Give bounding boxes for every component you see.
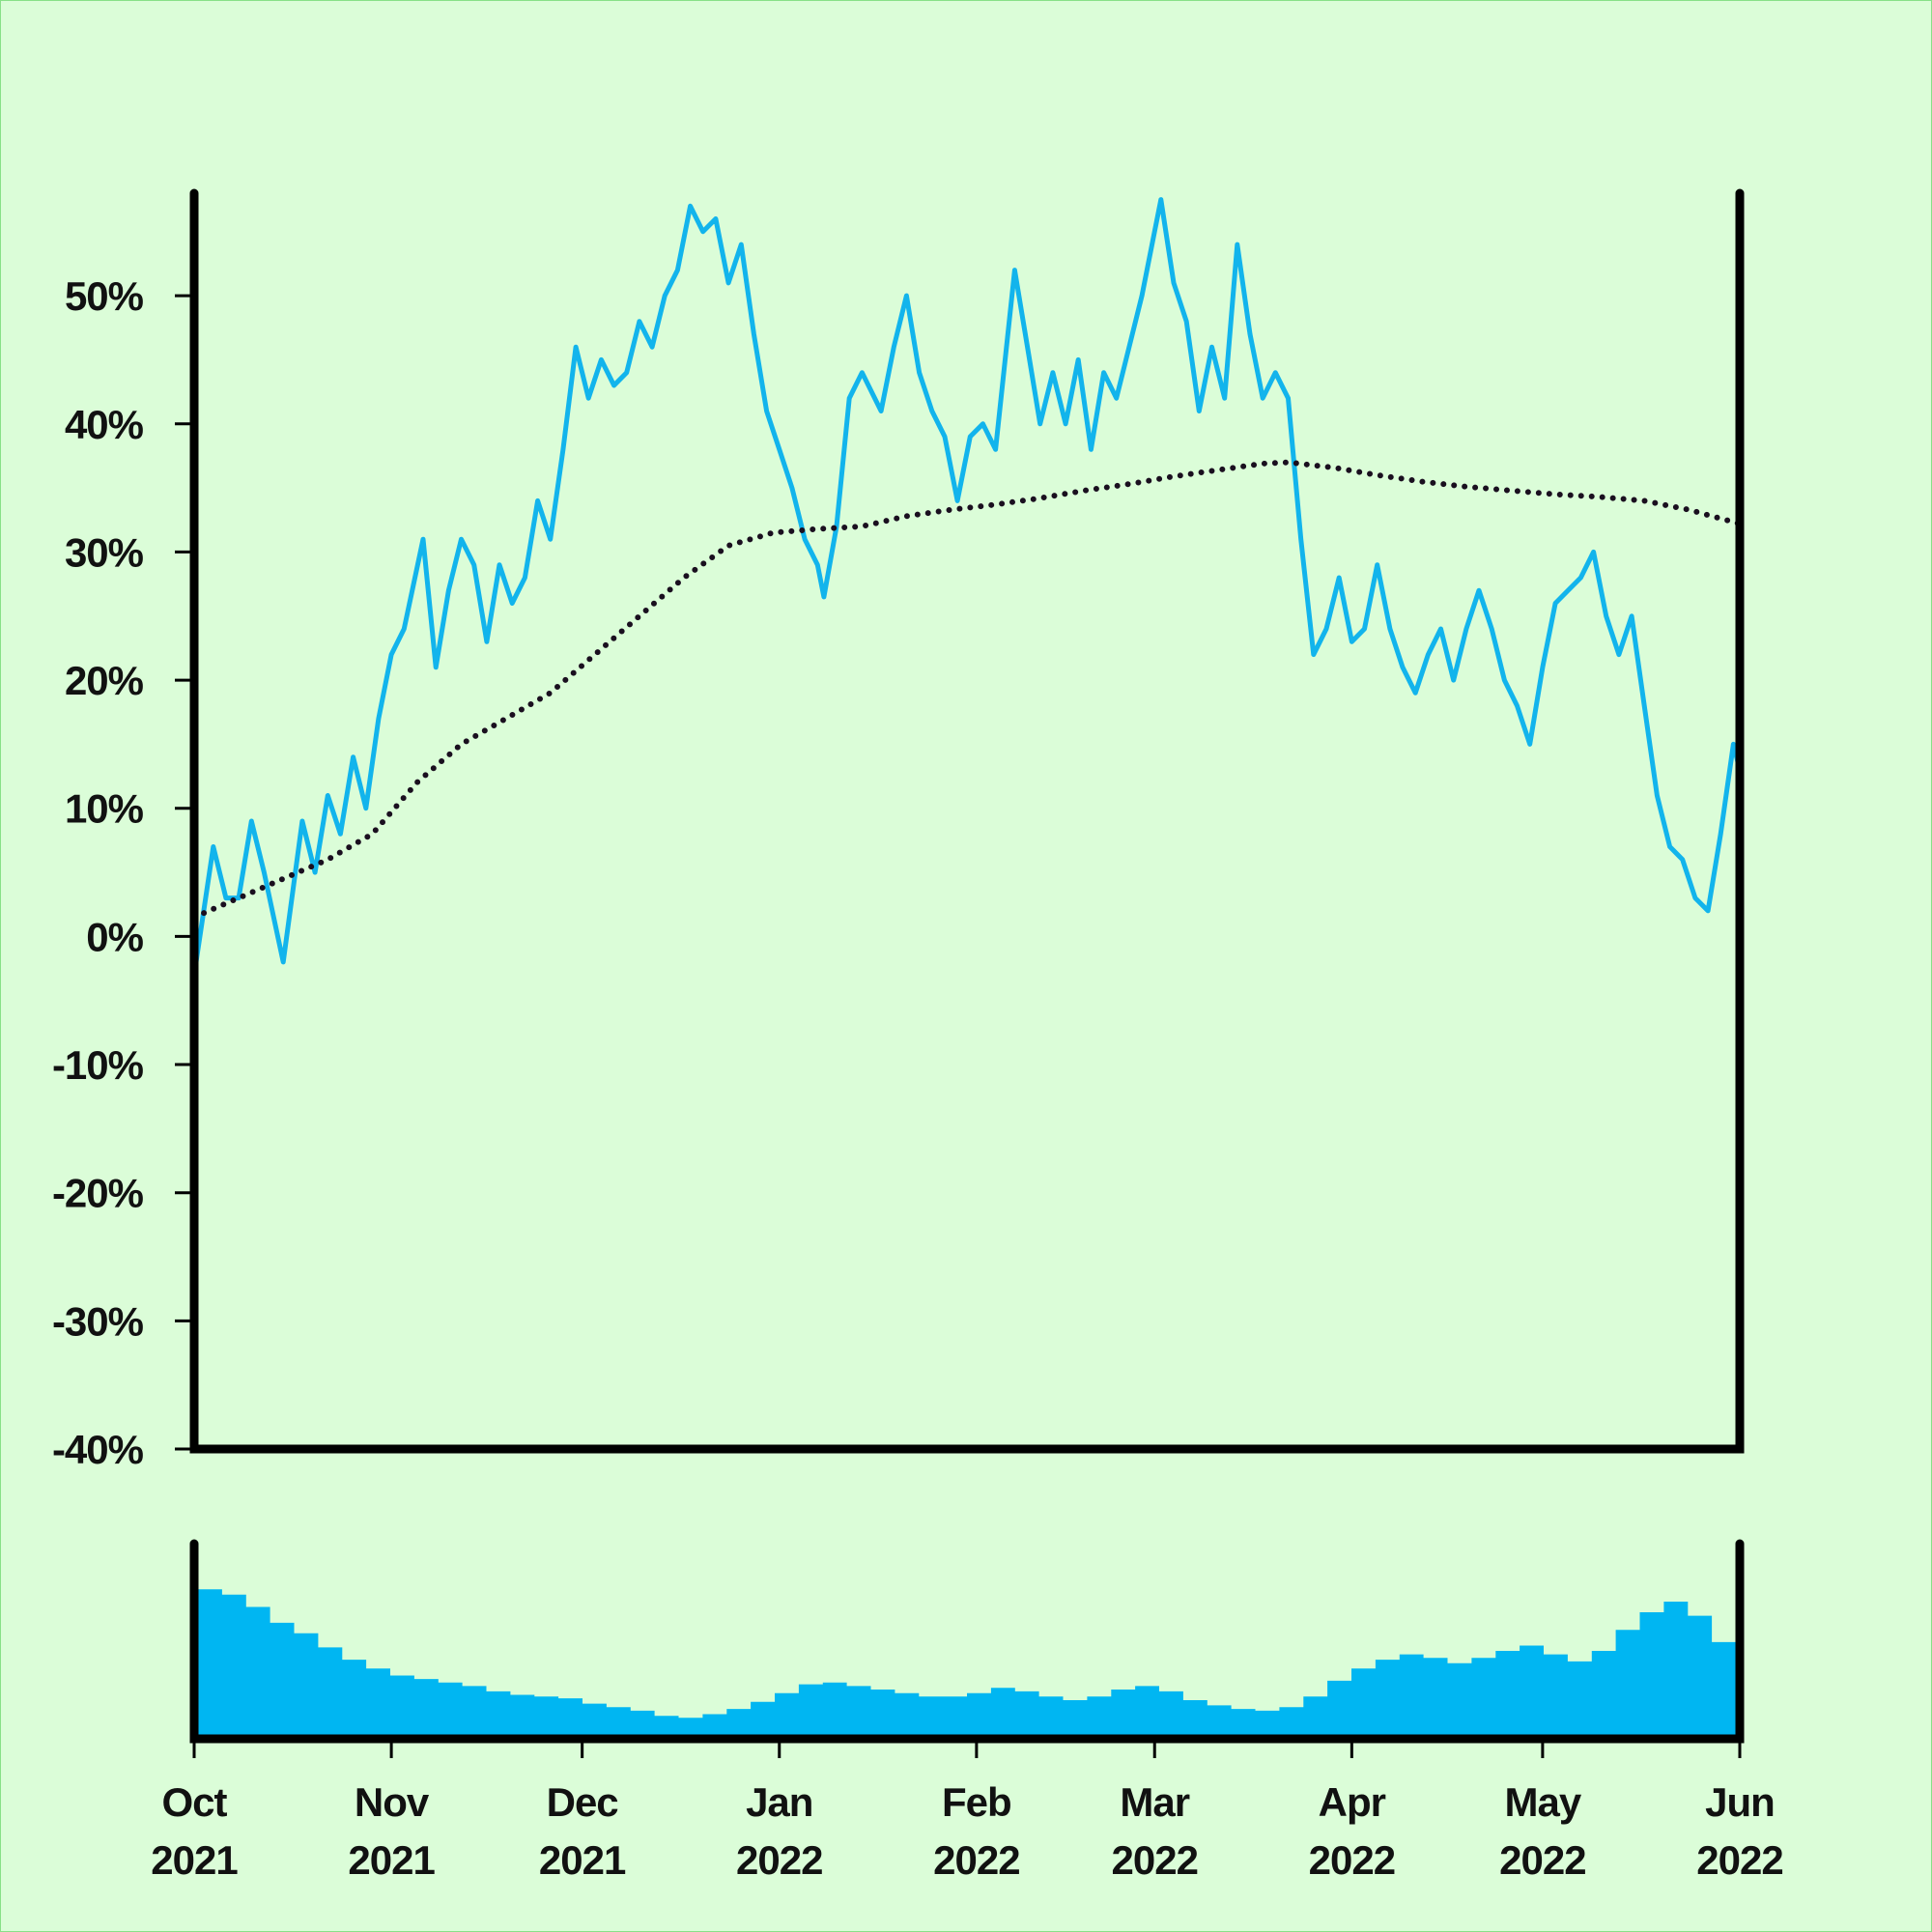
y-tick-label: 10% — [65, 786, 144, 832]
volume-plot-frame — [189, 1539, 1745, 1744]
y-tick-label: -10% — [52, 1042, 144, 1088]
y-tick-label: -40% — [52, 1427, 144, 1472]
moving-average-group — [191, 459, 1743, 921]
x-tick-month-label: Dec — [547, 1779, 619, 1825]
x-tick-year-label: 2022 — [736, 1837, 822, 1883]
y-tick-label: -30% — [52, 1298, 144, 1344]
x-tick-year-label: 2022 — [933, 1837, 1019, 1883]
price-series-group — [191, 197, 1743, 976]
axis-frames — [189, 188, 1745, 1744]
y-tick-label: 20% — [65, 658, 144, 703]
x-tick-month-label: Nov — [355, 1779, 430, 1825]
volume-bar-area — [198, 1589, 1736, 1739]
x-tick-month-label: May — [1505, 1779, 1582, 1825]
x-tick-month-label: Jun — [1705, 1779, 1775, 1825]
price-line — [191, 197, 1743, 976]
x-tick-month-label: Oct — [161, 1779, 227, 1825]
x-tick-month-label: Feb — [942, 1779, 1011, 1825]
y-tick-label: 40% — [65, 402, 144, 447]
moving-average-line — [191, 459, 1743, 921]
y-tick-label: 50% — [65, 273, 144, 319]
x-tick-month-label: Mar — [1120, 1779, 1189, 1825]
y-tick-label: 0% — [86, 914, 143, 959]
y-tick-label: 30% — [65, 529, 144, 575]
y-axis: -40% -30% -20% -10% 0% 10% 20% 30% 40% 50% — [52, 273, 194, 1472]
x-tick-month-label: Jan — [746, 1779, 812, 1825]
x-tick-year-label: 2022 — [1696, 1837, 1782, 1883]
x-tick-year-label: 2021 — [348, 1837, 435, 1883]
x-tick-month-label: Apr — [1319, 1779, 1386, 1825]
x-tick-year-label: 2022 — [1112, 1837, 1198, 1883]
x-tick-year-label: 2021 — [539, 1837, 626, 1883]
x-tick-year-label: 2022 — [1309, 1837, 1395, 1883]
y-tick-label: -20% — [52, 1171, 144, 1216]
x-axis: Oct 2021 Nov 2021 Dec 2021 Jan 2022 Feb 2022 Mar 20… — [151, 1739, 1784, 1883]
volume-bars — [198, 1589, 1736, 1739]
x-tick-year-label: 2022 — [1499, 1837, 1585, 1883]
main-plot-frame — [189, 188, 1745, 1454]
x-tick-year-label: 2021 — [151, 1837, 238, 1883]
